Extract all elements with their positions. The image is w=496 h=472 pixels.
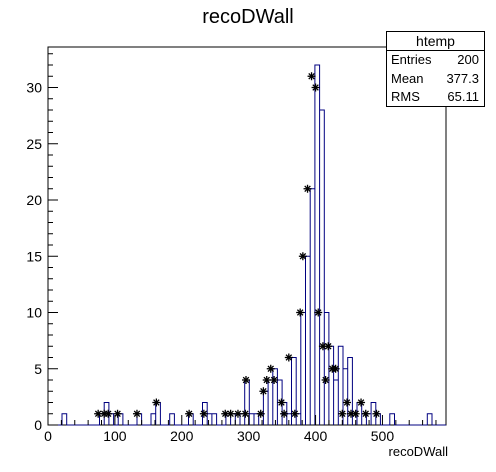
x-tick-label: 300 (237, 428, 261, 444)
chart-title: recoDWall (202, 6, 294, 28)
x-axis: 0 100 200 300 400 500 (44, 415, 437, 444)
data-markers (94, 72, 381, 418)
histogram-outline (48, 64, 446, 426)
x-tick-label: 0 (44, 428, 52, 444)
y-tick-label: 25 (26, 136, 42, 152)
y-axis: 0 5 10 15 20 25 30 (26, 53, 58, 433)
data-marker (233, 409, 242, 418)
data-marker (361, 409, 370, 418)
data-marker (307, 72, 316, 81)
stats-value: 377.3 (446, 70, 479, 86)
data-marker (338, 409, 347, 418)
data-marker (277, 398, 286, 407)
data-marker (259, 387, 268, 396)
data-marker (296, 308, 305, 317)
data-marker (199, 409, 208, 418)
x-tick-label: 500 (371, 428, 395, 444)
data-marker (347, 409, 356, 418)
data-marker (113, 409, 122, 418)
stats-row-entries: Entries 200 (387, 51, 484, 70)
y-tick-label: 0 (34, 417, 42, 433)
data-marker (104, 409, 113, 418)
data-marker (226, 409, 235, 418)
stats-row-mean: Mean 377.3 (387, 70, 484, 89)
data-marker (241, 376, 250, 384)
data-marker (185, 409, 194, 418)
stats-label: Mean (391, 70, 424, 86)
data-marker (256, 409, 265, 418)
data-marker (152, 398, 161, 407)
stats-value: 65.11 (447, 89, 479, 104)
y-tick-label: 10 (26, 305, 42, 321)
data-marker (351, 409, 360, 418)
data-marker (343, 398, 352, 407)
x-tick-label: 100 (103, 428, 127, 444)
y-tick-label: 5 (34, 361, 42, 377)
x-tick-label: 400 (304, 428, 328, 444)
data-marker (280, 409, 289, 418)
data-marker (303, 184, 312, 193)
data-marker (132, 409, 141, 418)
data-marker (314, 308, 323, 317)
data-marker (311, 83, 320, 92)
stats-box: htemp Entries 200 Mean 377.3 RMS 65.11 (386, 31, 485, 107)
data-marker (290, 409, 299, 418)
data-marker (284, 353, 293, 362)
y-tick-label: 20 (26, 192, 42, 208)
data-marker (266, 364, 275, 373)
stats-row-rms: RMS 65.11 (387, 88, 484, 107)
data-marker (262, 376, 271, 384)
data-marker (270, 376, 279, 384)
stats-label: RMS (391, 89, 420, 104)
data-marker (372, 409, 381, 418)
stats-box-title: htemp (387, 32, 484, 51)
y-tick-label: 15 (26, 248, 42, 264)
data-marker (331, 364, 340, 373)
data-marker (241, 409, 250, 418)
x-tick-label: 200 (170, 428, 194, 444)
data-marker (324, 342, 333, 351)
plot-frame (47, 46, 447, 426)
data-marker (298, 252, 307, 261)
data-marker (357, 398, 366, 407)
data-marker (321, 376, 330, 384)
stats-value: 200 (457, 52, 479, 67)
y-tick-label: 30 (26, 80, 42, 96)
stats-label: Entries (391, 52, 432, 67)
x-axis-label: recoDWall (388, 444, 448, 459)
